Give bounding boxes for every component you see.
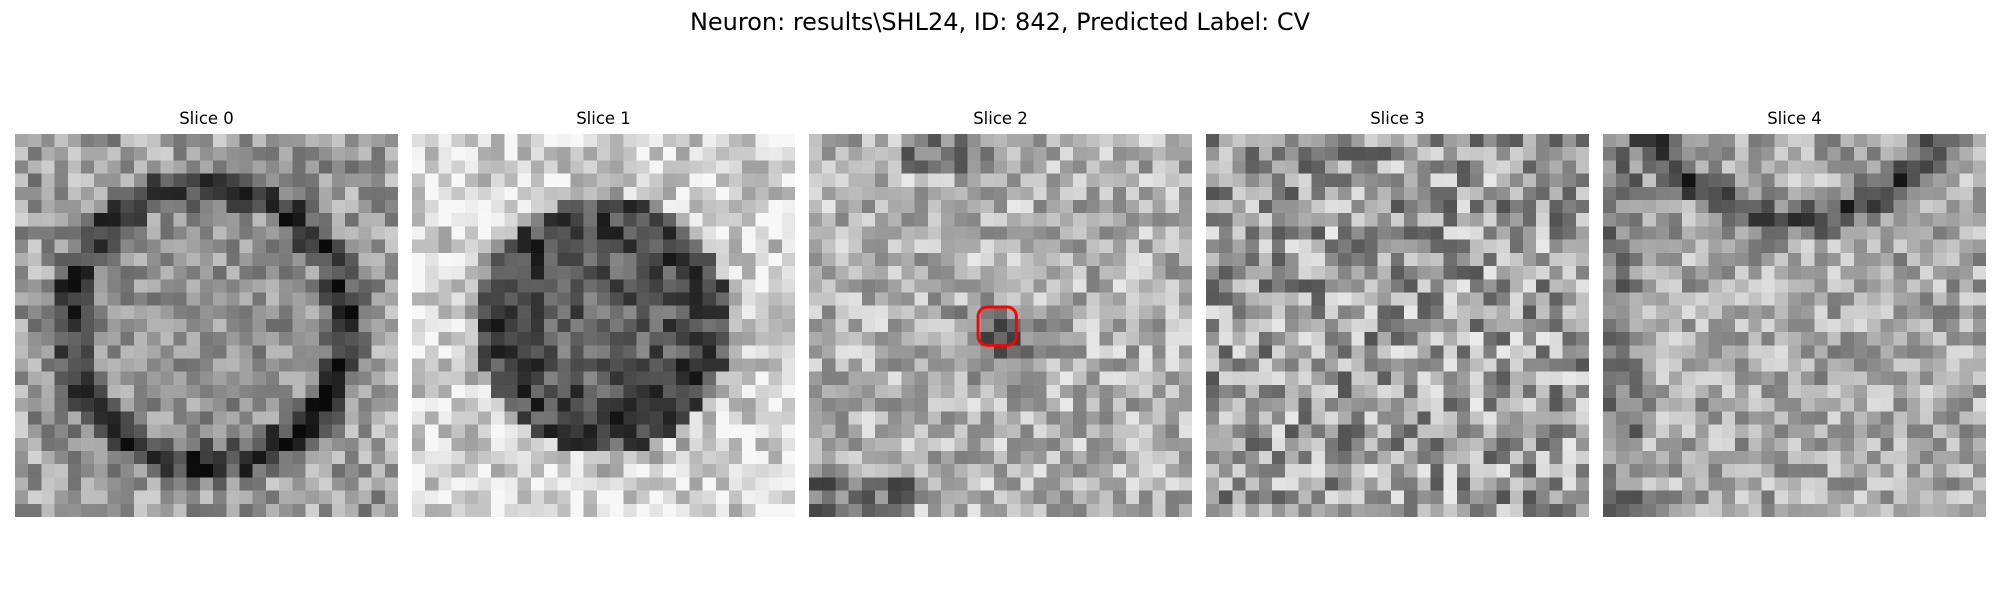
slice-0-title: Slice 0 — [179, 109, 234, 128]
slice-0-heatmap — [15, 134, 398, 517]
slice-2-title: Slice 2 — [973, 109, 1028, 128]
slice-3-image — [1206, 134, 1589, 517]
slice-1-heatmap — [412, 134, 795, 517]
slice-3-heatmap — [1206, 134, 1589, 517]
figure-title: Neuron: results\SHL24, ID: 842, Predicte… — [689, 8, 1311, 36]
slice-2-heatmap — [809, 134, 1192, 517]
slice-3-title: Slice 3 — [1370, 109, 1425, 128]
slice-2-image — [809, 134, 1192, 517]
slice-4-heatmap — [1603, 134, 1986, 517]
slice-0-image — [15, 134, 398, 517]
slice-1-image — [412, 134, 795, 517]
slice-4-image — [1603, 134, 1986, 517]
slice-1-title: Slice 1 — [576, 109, 631, 128]
slice-4-title: Slice 4 — [1767, 109, 1822, 128]
detection-marker — [976, 305, 1018, 347]
